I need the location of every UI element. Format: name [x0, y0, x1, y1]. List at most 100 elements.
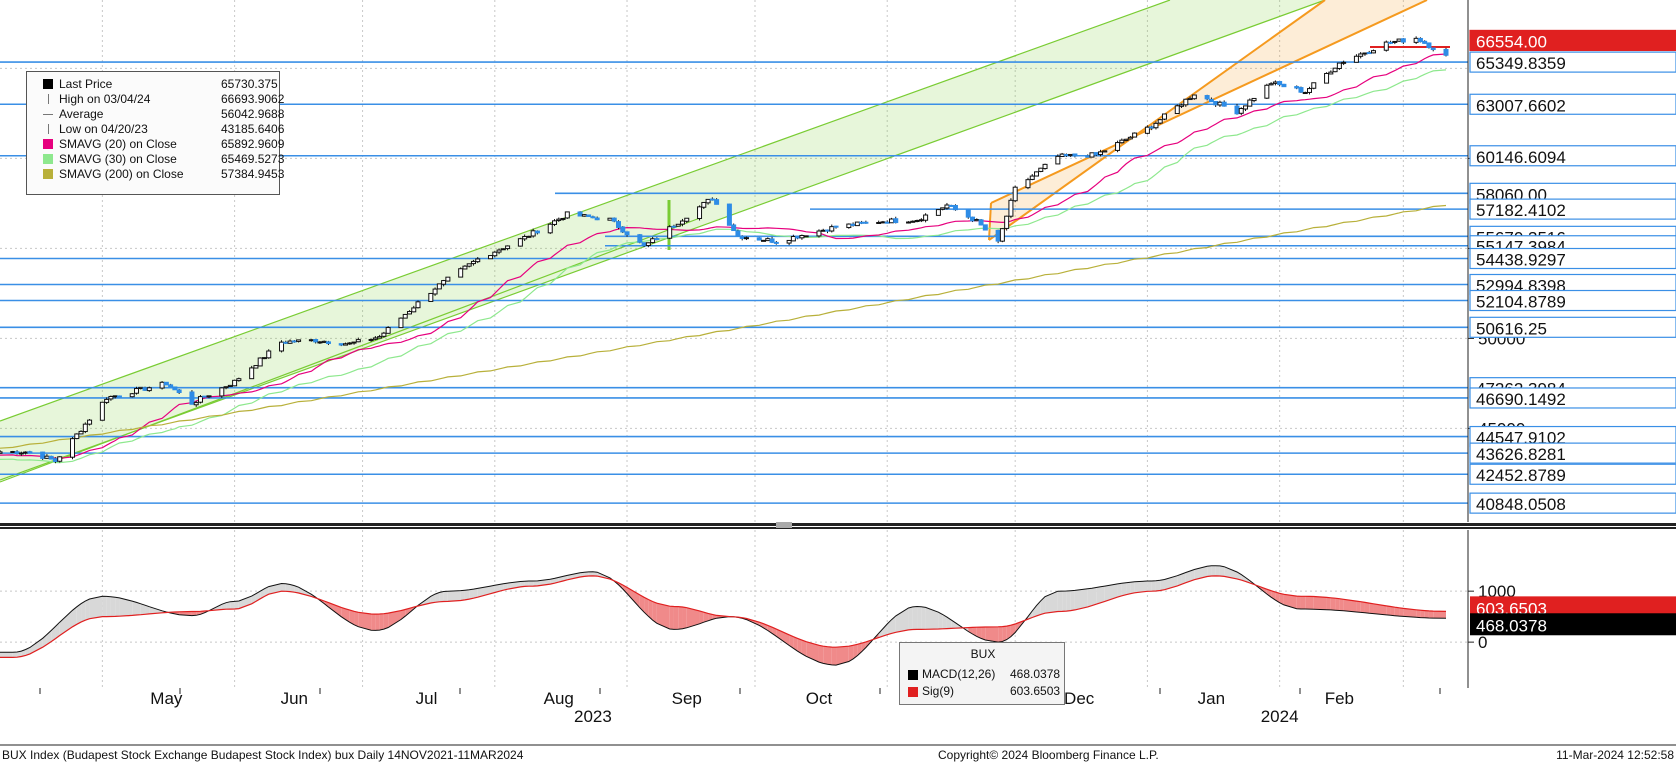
candle-body — [1132, 132, 1138, 138]
candle-body — [888, 218, 894, 224]
candle-body — [492, 251, 498, 257]
candle-body — [108, 395, 114, 400]
candle-body — [99, 401, 105, 421]
candle-body — [667, 226, 673, 239]
macd-histogram-fill — [226, 601, 231, 610]
panel-divider — [0, 523, 1676, 526]
candle-body — [1251, 97, 1257, 102]
macd-histogram-fill — [328, 602, 342, 617]
macd-histogram-fill — [878, 628, 883, 638]
macd-histogram-fill — [102, 596, 107, 617]
macd-histogram-fill — [831, 647, 837, 666]
average-line-icon — [43, 114, 53, 115]
macd-histogram-fill — [435, 592, 440, 603]
macd-histogram-fill — [379, 613, 384, 631]
macd-histogram-fill — [1155, 580, 1161, 591]
legend-row-last-price: Last Price 65730.375 — [27, 76, 281, 92]
macd-histogram-fill — [388, 610, 401, 628]
candle-body — [726, 203, 732, 226]
candle-body — [1187, 97, 1193, 101]
macd-histogram-fill — [682, 607, 687, 629]
candle-body — [129, 393, 135, 398]
candle-body — [1127, 136, 1133, 140]
candle-body — [761, 239, 767, 242]
candle-body — [1025, 179, 1031, 189]
macd-histogram-fill — [981, 626, 986, 640]
candle-body — [1183, 98, 1189, 106]
candle-body — [611, 217, 617, 222]
candle-body — [321, 340, 327, 343]
candle-body — [1302, 92, 1308, 95]
candle-body — [876, 221, 882, 224]
x-axis-labels: MayJunJulAugSepOctNovDecJanFeb20232024 — [39, 688, 1441, 726]
macd-value-label-box — [1470, 596, 1676, 619]
candle-body — [377, 336, 383, 339]
candle-body — [402, 313, 408, 319]
candle-body — [1217, 101, 1223, 106]
macd-histogram-fill — [818, 645, 824, 664]
candle-body — [488, 255, 494, 260]
macd-histogram-fill — [1420, 610, 1425, 618]
candle-body — [1123, 138, 1129, 141]
candle-body — [1417, 37, 1423, 43]
legend-row-high: High on 03/04/24 66693.9062 — [27, 91, 284, 107]
macd-histogram-fill — [644, 597, 649, 617]
price-level-label-box — [1469, 387, 1676, 409]
candle-body — [978, 219, 984, 226]
macd-line — [0, 565, 1447, 666]
macd-histogram-fill — [976, 627, 982, 639]
candle-body — [232, 379, 238, 387]
macd-histogram-fill — [290, 584, 295, 593]
candle-body — [193, 402, 199, 406]
candle-body — [317, 341, 323, 344]
candle-body — [347, 342, 353, 345]
candle-body — [313, 339, 319, 343]
candle-body — [1063, 153, 1069, 157]
price-level-label-box — [1469, 145, 1676, 167]
macd-histogram-fill — [703, 612, 709, 623]
macd-histogram-fill — [72, 606, 77, 627]
macd-histogram-fill — [371, 613, 376, 631]
price-level-label: 65349.8359 — [1476, 54, 1566, 73]
macd-histogram-fill — [1339, 598, 1344, 611]
candle-body — [116, 395, 122, 398]
candle-body — [261, 357, 267, 360]
candle-body — [206, 395, 212, 398]
macd-histogram-fill — [528, 580, 534, 587]
macd-histogram-fill — [1070, 590, 1075, 611]
candle-body — [1268, 83, 1274, 86]
candle-body — [343, 343, 349, 346]
macd-histogram-fill — [1032, 605, 1037, 618]
macd-histogram-fill — [460, 590, 465, 601]
macd-histogram-fill — [554, 577, 559, 584]
candle-body — [1362, 52, 1368, 55]
candle-body — [1213, 100, 1219, 106]
candle-body — [505, 245, 511, 250]
candle-body — [138, 386, 144, 390]
macd-histogram-fill — [1087, 588, 1092, 607]
macd-histogram-fill — [490, 585, 495, 594]
candle-body — [52, 458, 58, 462]
candle-body — [709, 198, 715, 201]
macd-histogram-fill — [580, 572, 585, 577]
candle-body — [415, 301, 421, 309]
macd-histogram-fill — [106, 596, 111, 617]
macd-histogram-fill — [285, 583, 291, 592]
candle-body — [227, 384, 233, 387]
candle-body — [159, 381, 165, 389]
macd-histogram-fill — [1360, 601, 1365, 613]
green-channel-upper — [0, 0, 1171, 422]
macd-histogram-fill — [1403, 608, 1417, 618]
orange-channel-lower — [988, 0, 1326, 241]
macd-histogram-fill — [946, 617, 952, 629]
candlesticks — [0, 36, 1449, 464]
candle-body — [547, 223, 553, 234]
candle-body — [296, 339, 302, 342]
candle-body — [1426, 42, 1432, 49]
macd-histogram-fill — [584, 571, 589, 577]
macd-histogram-fill — [1373, 603, 1387, 615]
macd-histogram-fill — [234, 600, 239, 609]
candle-body — [552, 220, 558, 225]
macd-y-tick-label: 0 — [1478, 633, 1487, 652]
candle-body — [133, 388, 139, 394]
